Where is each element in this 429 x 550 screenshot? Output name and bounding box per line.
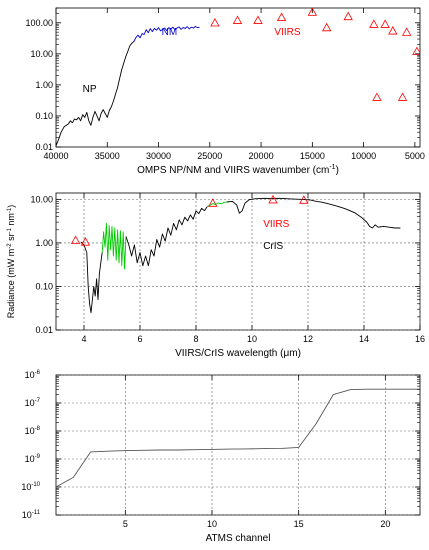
y-tick-label: 10-7 [25,398,41,408]
series-line-CrIS-window-green [206,201,227,208]
x-tick-label: 12 [303,334,313,344]
annotation-cris: CrIS [263,241,283,252]
x-tick-label: 8 [193,334,198,344]
series-line-ATMS [56,388,420,488]
x-axis-title: VIIRS/CrIS wavelength (μm) [175,348,301,359]
series-line-NP [56,41,135,146]
data-point-VIIRS-markers [307,8,318,16]
data-point-VIIRS-markers [253,15,263,24]
data-point-VIIRS-markers [397,92,408,101]
chart-panel-1: 40000 35000 30000 25000 20000 15000 10000 5000 0… [25,7,425,176]
data-point-VIIRS-markers [372,92,382,101]
x-axis-title-unit: μm [283,348,297,359]
y-tick-label: 1.00 [35,80,53,90]
y-axis-title-part: -1 [7,227,13,233]
data-point-VIIRS-markers [80,237,91,246]
series-group [70,194,401,314]
data-point-VIIRS-markers [208,198,218,207]
x-axis-title-end: ) [298,348,301,359]
x-tick-label: 14 [359,334,369,344]
data-point-VIIRS-markers [232,15,243,24]
x-tick-label: 5 [123,519,128,529]
x-tick-label: 35000 [95,151,120,161]
data-point-VIIRS-markers [388,26,398,35]
x-tick-label: 10000 [351,151,376,161]
annotation-viirs: VIIRS [263,219,289,230]
y-tick-label: 0.01 [35,325,53,335]
y-tick-label: 10-9 [25,454,41,464]
x-tick-label: 10 [247,334,257,344]
x-tick-label: 6 [137,334,142,344]
x-tick-label: 15000 [300,151,325,161]
x-tick-label: 4 [81,334,86,344]
annotation-nm: NM [162,27,178,38]
data-point-VIIRS-markers [210,17,220,27]
x-tick-label: 30000 [146,151,171,161]
series-line-CrIS-SW [80,241,103,314]
y-tick-exponent: -11 [32,510,41,516]
y-tick-label: 10-6 [25,370,41,380]
data-point-VIIRS-markers [322,22,332,32]
y-tick-label: 0.10 [35,281,53,291]
y-tick-label: 0.10 [35,111,53,121]
annotation-np: NP [83,84,97,95]
annotation-viirs: VIIRS [274,27,300,38]
data-point-VIIRS-markers [401,27,412,36]
plot-frame [55,374,421,516]
y-tick-label: 10.00 [30,49,53,59]
plot-frame [55,7,421,148]
x-axis-title-sup: -1 [329,164,335,171]
y-tick-label: 10-11 [22,510,41,520]
data-point-VIIRS-markers [276,12,287,21]
data-point-VIIRS-markers [369,19,379,28]
y-axis-title-part: nm [6,213,16,228]
data-point-VIIRS-markers [380,19,390,28]
x-tick-label: 25000 [197,151,222,161]
y-axis-title-part: sr [6,233,16,243]
y-axis-title-part: -2 [7,243,13,249]
chart-panel-2: 4 6 8 10 12 14 16 0.01 0.10 1.00 10.00 VIIRS/CrIS w… [6,192,425,359]
x-tick-label: 40000 [43,151,68,161]
plot-frame [55,192,421,331]
y-tick-label: 1.00 [35,238,53,248]
chart-panel-3: 5 10 15 20 10-11 10-10 10-9 10-8 10-7 10-6 ATMS ch… [21,370,421,544]
x-tick-label: 20000 [249,151,274,161]
y-tick-exponent: -6 [35,370,41,376]
x-tick-label: 10 [207,519,217,529]
y-tick-label: 10.00 [30,194,53,204]
y-tick-label: 100.00 [25,18,53,28]
y-tick-label: 0.01 [35,142,53,152]
x-tick-label: 15 [294,519,304,529]
series-line-CrIS-LW [226,197,401,229]
data-point-VIIRS-markers [299,195,309,204]
x-tick-label: 5000 [405,151,425,161]
x-tick-label: 16 [415,334,425,344]
y-axis-title-part: -1 [7,207,13,213]
y-tick-exponent: -9 [35,454,41,460]
data-point-VIIRS-markers [412,46,420,56]
data-point-VIIRS-markers [70,235,81,244]
data-point-VIIRS-markers [268,194,278,204]
y-axis-title: Radiance (mW m-2 sr-1 nm-1) [6,205,16,319]
series-group [56,388,420,488]
y-axis-title-part: ) [6,205,16,208]
y-tick-exponent: -7 [35,398,41,404]
x-axis-title-end: ) [336,165,339,176]
series-line-CrIS-MW-green [101,222,127,270]
series-line-CrIS-MW-black [125,206,208,267]
y-tick-exponent: -10 [31,482,40,488]
x-tick-label: 20 [380,519,390,529]
series-group [56,8,420,146]
y-tick-exponent: -8 [35,426,41,432]
series-line-NM [133,26,200,42]
y-tick-label: 10-10 [21,482,40,492]
y-tick-label: 10-8 [25,426,41,436]
x-axis-title: OMPS NP/NM and VIIRS wavenumber (cm-1) [137,164,339,176]
data-point-VIIRS-markers [343,11,353,21]
y-axis-title-part: Radiance (mW m [6,249,16,319]
x-axis-title: ATMS channel [206,533,271,544]
